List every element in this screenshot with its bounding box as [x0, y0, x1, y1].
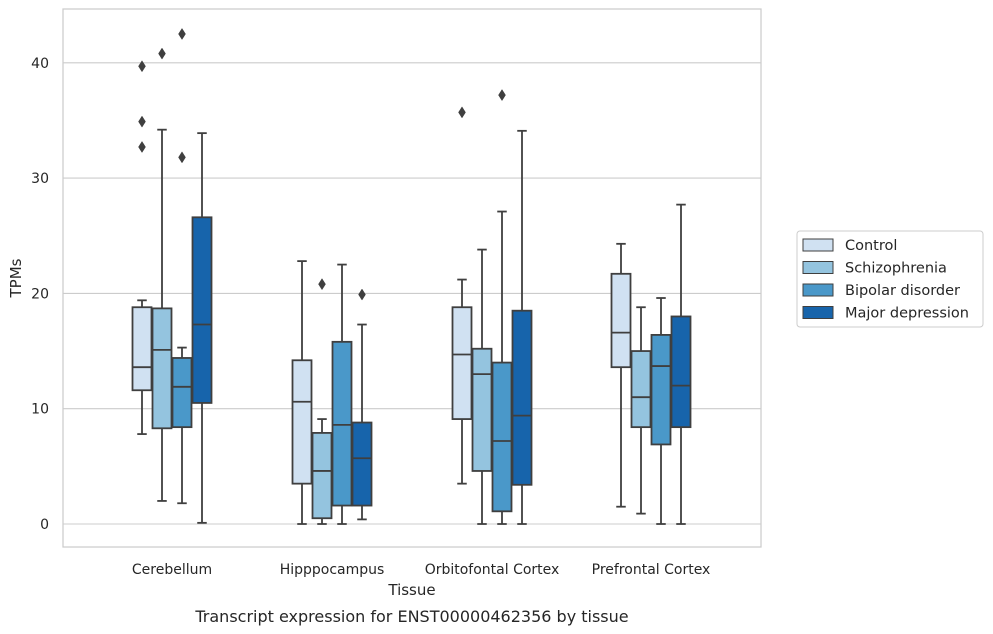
iqr-box: [491, 361, 513, 513]
iqr-box: [610, 272, 632, 369]
iqr-box: [670, 315, 692, 429]
box-major-depression: [351, 288, 373, 521]
legend-label: Control: [845, 238, 897, 254]
legend-entries: Control Schizophrenia Bipolar disorder Majo…: [802, 238, 969, 322]
legend-label: Major depression: [845, 306, 969, 322]
outlier-point: [318, 278, 326, 291]
legend-label: Schizophrenia: [845, 261, 947, 277]
iqr-box: [191, 216, 213, 404]
legend-label: Bipolar disorder: [845, 283, 960, 299]
legend-swatch: [802, 261, 834, 274]
outlier-point: [498, 89, 506, 102]
y-tick-label: 10: [31, 402, 49, 418]
legend-swatch: [802, 283, 834, 297]
y-tick-labels: 0 10 20 30 40: [31, 56, 49, 533]
iqr-box: [471, 347, 493, 472]
x-tick-labels: Cerebellum Hipppocampus Orbitofontal Corte…: [132, 562, 710, 578]
outlier-point: [178, 28, 186, 40]
legend-swatch: [802, 238, 834, 252]
box-major-depression: [191, 132, 213, 524]
box-control: [610, 242, 632, 508]
chart-caption: Transcript expression for ENST0000046235…: [194, 607, 628, 626]
iqr-box: [511, 309, 533, 486]
box-schizophrenia: [471, 248, 493, 525]
iqr-box: [351, 421, 373, 507]
box-control: [451, 106, 473, 485]
iqr-box: [171, 357, 193, 429]
outlier-point: [358, 288, 366, 301]
y-tick-label: 30: [31, 171, 49, 187]
iqr-box: [650, 334, 672, 446]
box-schizophrenia: [311, 278, 333, 525]
iqr-box: [131, 306, 153, 392]
iqr-box: [331, 340, 353, 507]
box-bipolar-disorder: [331, 263, 353, 525]
box-series: [131, 28, 692, 525]
iqr-box: [311, 432, 333, 520]
outlier-point: [138, 60, 146, 73]
box-schizophrenia: [151, 47, 173, 502]
box-major-depression: [670, 203, 692, 525]
box-control: [291, 260, 313, 525]
box-bipolar-disorder: [650, 297, 672, 525]
outlier-point: [158, 47, 166, 60]
y-tick-label: 20: [31, 286, 49, 302]
box-schizophrenia: [630, 306, 652, 515]
x-tick-label: Hipppocampus: [280, 562, 385, 578]
x-tick-label: Cerebellum: [132, 562, 212, 578]
outlier-point: [138, 115, 146, 128]
iqr-box: [630, 350, 652, 429]
iqr-box: [291, 359, 313, 485]
x-tick-label: Orbitofontal Cortex: [425, 562, 560, 578]
y-tick-label: 40: [31, 56, 49, 72]
plot-area: [62, 8, 762, 548]
box-major-depression: [511, 129, 533, 525]
iqr-box: [451, 306, 473, 420]
box-bipolar-disorder: [171, 28, 193, 505]
x-tick-label: Prefrontal Cortex: [592, 562, 711, 578]
legend: Control Schizophrenia Bipolar disorder Majo…: [796, 230, 984, 328]
box-bipolar-disorder: [491, 89, 513, 525]
outlier-point: [458, 106, 466, 119]
outlier-point: [138, 141, 146, 153]
box-control: [131, 60, 153, 435]
y-axis-label: TPMs: [7, 258, 25, 298]
legend-swatch: [802, 306, 834, 319]
outlier-point: [178, 151, 186, 164]
y-tick-label: 0: [40, 517, 49, 533]
iqr-box: [151, 307, 173, 430]
legend-frame: [796, 230, 984, 328]
x-axis-label: Tissue: [387, 581, 435, 599]
